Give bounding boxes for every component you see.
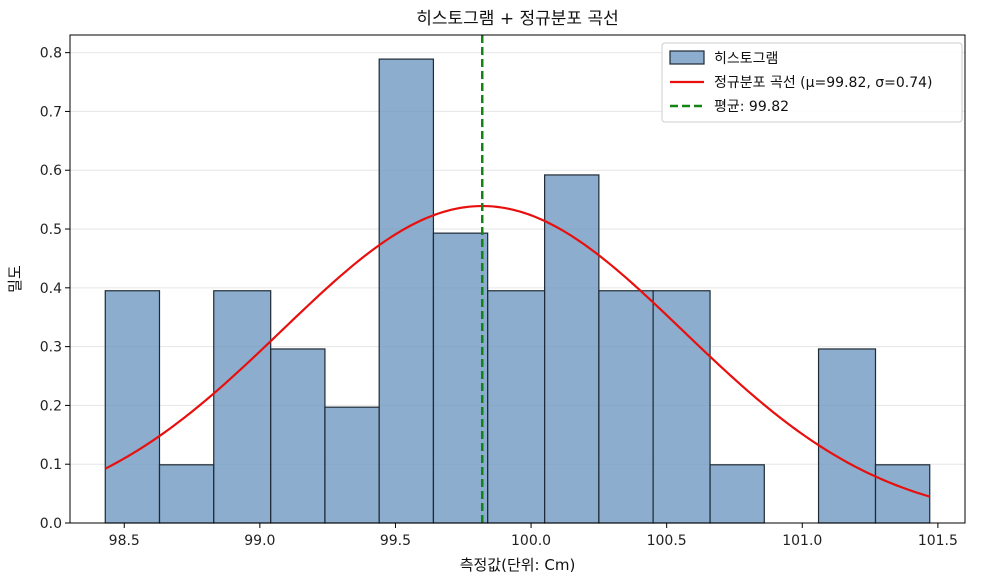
x-tick-label: 98.5 — [109, 533, 140, 549]
histogram-bar — [652, 290, 711, 524]
histogram-bar — [544, 174, 600, 524]
legend-entry-label: 히스토그램 — [714, 51, 778, 67]
plot-frame — [69, 34, 966, 524]
x-tick-label: 101.0 — [782, 533, 822, 549]
histogram-bar — [104, 290, 161, 524]
y-tick-label: 0.0 — [40, 516, 62, 532]
histogram-bar — [432, 232, 489, 524]
legend-entry-label: 정규분포 곡선 (μ=99.82, σ=0.74) — [714, 75, 933, 91]
histogram-bar — [709, 464, 765, 524]
legend-entry-label: 평균: 99.82 — [714, 99, 789, 115]
normal-curve — [104, 204, 931, 498]
x-tick-label: 99.5 — [380, 533, 411, 549]
histogram-bar — [598, 290, 654, 524]
legend-box — [661, 42, 963, 123]
x-axis-label: 측정값(단위: Cm) — [460, 556, 576, 574]
histogram-bar — [270, 348, 326, 524]
chart-title: 히스토그램 + 정규분포 곡선 — [416, 9, 619, 29]
x-tick-label: 101.5 — [918, 533, 958, 549]
y-tick-label: 0.6 — [40, 163, 62, 179]
y-axis-label: 밀도 — [6, 265, 24, 293]
histogram-bars — [104, 58, 931, 524]
histogram-bar — [213, 290, 272, 524]
normal-curve-layer — [104, 204, 931, 498]
x-tick-label: 100.5 — [647, 533, 687, 549]
y-tick-label: 0.5 — [40, 222, 62, 238]
histogram-bar — [487, 290, 546, 524]
y-tick-label: 0.8 — [40, 46, 62, 62]
histogram-bar — [817, 348, 877, 524]
x-tick-label: 100.0 — [511, 533, 551, 549]
y-tick-label: 0.2 — [40, 398, 62, 414]
y-tick-label: 0.4 — [40, 281, 62, 297]
x-tick-label: 99.0 — [244, 533, 275, 549]
y-tick-label: 0.3 — [40, 340, 62, 356]
x-axis-ticks: 98.5 99.0 99.5 100.0 100.5 101.0 101.5 — [109, 523, 958, 549]
histogram-bar — [158, 464, 215, 524]
y-axis-ticks: 0.0 0.1 0.2 0.3 0.4 0.5 0.6 0.7 0.8 — [40, 46, 70, 532]
histogram-bar — [324, 406, 380, 524]
legend-swatch-histogram — [669, 50, 705, 65]
histogram-bar — [378, 58, 435, 524]
y-tick-label: 0.1 — [40, 457, 62, 473]
y-tick-label: 0.7 — [40, 104, 62, 120]
